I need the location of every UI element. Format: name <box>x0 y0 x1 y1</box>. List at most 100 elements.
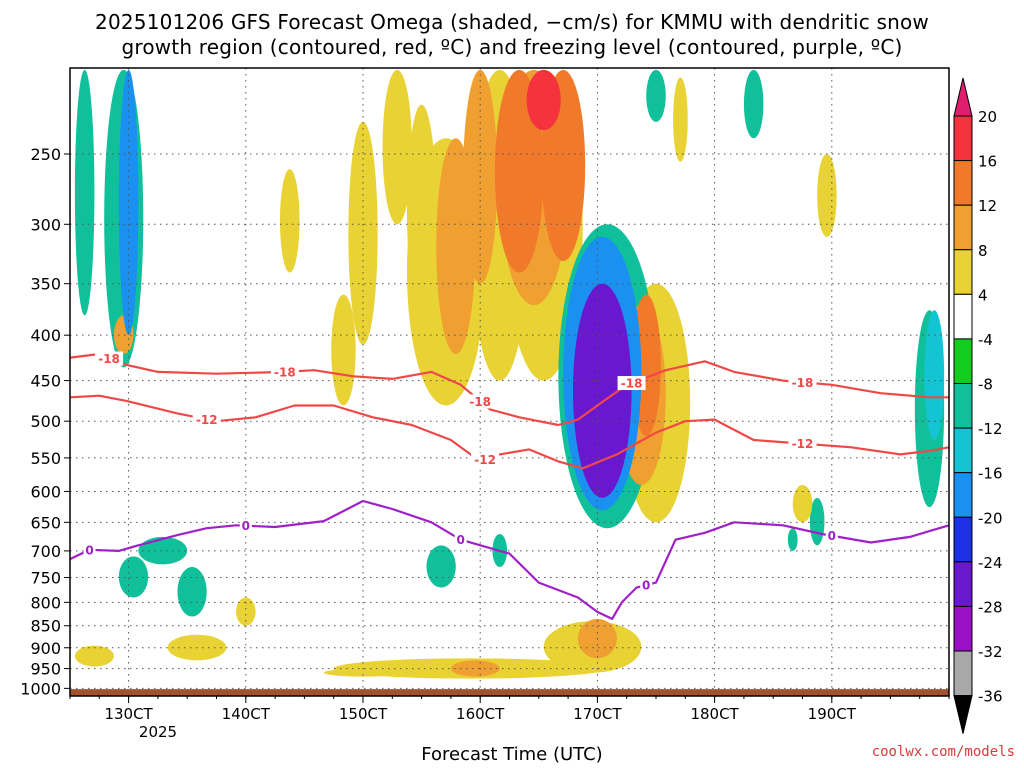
contour-label-bg <box>270 364 299 379</box>
y-tick-label-400: 400 <box>30 326 61 345</box>
contour-label-dgz-minus12: -12 <box>474 453 496 467</box>
omega-region-26 <box>673 77 688 162</box>
omega-region-25 <box>646 69 666 122</box>
y-tick-label-1000: 1000 <box>20 679 61 698</box>
omega-region-44 <box>526 69 561 131</box>
omega-region-36 <box>450 660 500 677</box>
omega-region-18 <box>74 645 114 667</box>
omega-region-23 <box>787 528 798 551</box>
x-tick-label-130CT: 130CT <box>104 705 153 723</box>
omega-region-28 <box>792 484 813 523</box>
omega-region-3 <box>406 104 437 316</box>
colorbar-swatch-4 <box>953 249 973 295</box>
x-tick-label-160CT: 160CT <box>456 705 505 723</box>
contour-label-dgz-minus18: -18 <box>274 365 296 379</box>
contour-label-bg <box>640 578 653 593</box>
y-tick-label-250: 250 <box>30 145 61 164</box>
contour-label-bg <box>825 528 838 543</box>
contour-label-bg <box>788 375 817 390</box>
colorbar-label: 8 <box>978 242 988 260</box>
y-tick-label-450: 450 <box>30 372 61 391</box>
contour-label-bg <box>471 452 500 467</box>
omega-region-13 <box>74 69 95 316</box>
x-tick-label-190CT: 190CT <box>808 705 857 723</box>
colorbar-swatch-6 <box>953 338 973 384</box>
ground-band <box>70 689 949 696</box>
colorbar-label: -36 <box>978 688 1003 706</box>
contour-freezing-level <box>70 499 949 620</box>
contour-dgz-minus18 <box>70 352 949 427</box>
colorbar-swatch-7 <box>953 383 973 429</box>
chart-title-line-1: 2025101206 GFS Forecast Omega (shaded, −… <box>95 10 929 34</box>
omega-region-15 <box>177 567 207 617</box>
chart-title-line-2: growth region (contoured, red, ºC) and f… <box>121 35 903 59</box>
colorbar-bottom-triangle <box>953 695 973 734</box>
colorbar-swatch-11 <box>953 561 973 607</box>
colorbar-label: -28 <box>978 598 1003 616</box>
y-tick-label-550: 550 <box>30 449 61 468</box>
colorbar-swatch-9 <box>953 472 973 518</box>
omega-region-5 <box>348 121 378 345</box>
contour-label-freezing-level: 0 <box>642 579 650 593</box>
contour-label-bg <box>788 436 817 451</box>
x-axis-label: Forecast Time (UTC) <box>421 744 603 765</box>
contour-lines: -18 -18 -18 -18 -18 -12 -12 -12 0 0 0 0 0 <box>70 351 949 620</box>
y-tick-label-650: 650 <box>30 513 61 532</box>
gridlines <box>70 68 949 696</box>
omega-region-30 <box>279 169 300 273</box>
colorbar-label: -12 <box>978 420 1003 438</box>
colorbar-label: -8 <box>978 376 993 394</box>
ground-surface <box>70 689 949 696</box>
omega-region-4 <box>382 69 412 225</box>
colorbar-top-triangle <box>953 77 973 117</box>
y-tick-label-700: 700 <box>30 542 61 561</box>
contour-label-freezing-level: 0 <box>828 529 836 543</box>
contour-label-dgz-minus18: -18 <box>621 377 643 391</box>
y-tick-label-850: 850 <box>30 617 61 636</box>
contour-label-freezing-level: 0 <box>85 543 93 557</box>
x-tick-label-180CT: 180CT <box>690 705 739 723</box>
y-tick-label-300: 300 <box>30 215 61 234</box>
y-tick-label-500: 500 <box>30 412 61 431</box>
omega-region-19 <box>426 545 456 588</box>
colorbar-swatch-5 <box>953 293 973 340</box>
x-tick-label-150CT: 150CT <box>339 705 388 723</box>
colorbar-label: 4 <box>978 286 988 304</box>
contour-label-dgz-minus12: -12 <box>196 413 218 427</box>
omega-region-33 <box>436 138 476 354</box>
omega-region-6 <box>331 294 356 406</box>
contour-label-dgz-minus18: -18 <box>469 395 491 409</box>
contour-label-bg <box>466 394 495 409</box>
x-axis-ticks: 130CT 140CT 150CT 160CT 170CT 180CT 190CT <box>69 696 950 723</box>
colorbar-label: -16 <box>978 465 1003 483</box>
contour-label-bg <box>239 518 252 533</box>
contour-label-freezing-level: 0 <box>242 519 250 533</box>
x-tick-label-140CT: 140CT <box>222 705 271 723</box>
y-tick-label-950: 950 <box>30 660 61 679</box>
contour-label-dgz-minus18: -18 <box>792 376 814 390</box>
colorbar-swatch-12 <box>953 605 973 652</box>
contour-label-dgz-minus12: -12 <box>792 437 814 451</box>
omega-region-11 <box>323 668 403 677</box>
y-tick-label-750: 750 <box>30 568 61 587</box>
y-tick-label-600: 600 <box>30 482 61 501</box>
omega-shading <box>74 69 945 679</box>
colorbar-swatch-3 <box>953 204 973 251</box>
contour-label-bg <box>95 351 124 366</box>
contour-label-bg <box>454 532 467 547</box>
y-tick-label-350: 350 <box>30 275 61 294</box>
contour-label-freezing-level: 0 <box>456 533 464 547</box>
contour-label-bg <box>83 542 96 557</box>
colorbar-label: 12 <box>978 197 997 215</box>
contour-label-bg <box>617 376 646 391</box>
colorbar-swatch-13 <box>953 650 973 697</box>
colorbar-label: 20 <box>978 108 997 126</box>
omega-region-14 <box>138 536 188 565</box>
contour-label-dgz-minus18: -18 <box>98 352 120 366</box>
y-tick-label-900: 900 <box>30 639 61 658</box>
omega-region-43 <box>118 69 139 336</box>
colorbar-label: -20 <box>978 509 1003 527</box>
colorbar-label: -32 <box>978 643 1003 661</box>
omega-region-45 <box>572 283 632 498</box>
